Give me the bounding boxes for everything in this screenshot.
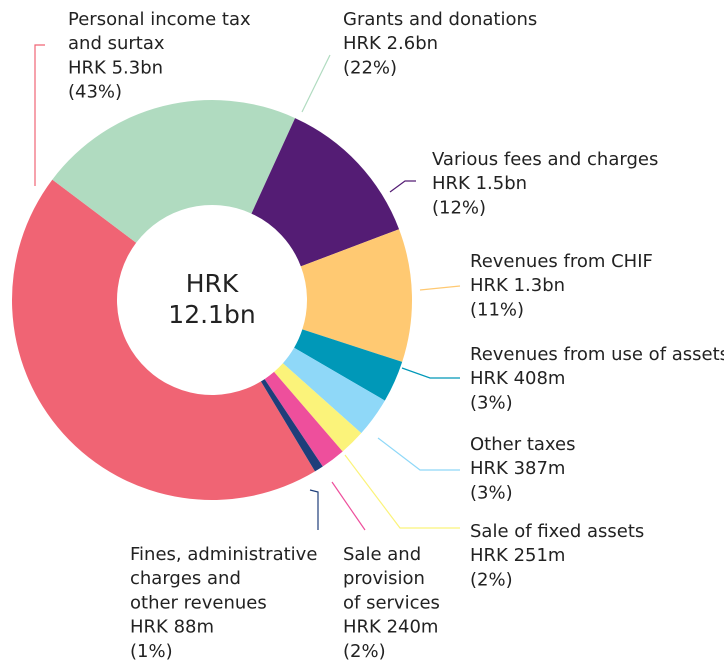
leader-line [419,285,461,291]
slice [294,329,403,401]
percent-label: (11%) [470,299,524,320]
leader-line [309,489,319,530]
percent-label: (1%) [130,641,173,662]
slice-label: Revenues from CHIF [470,251,653,272]
percent-label: (3%) [470,482,513,503]
slice [260,379,323,472]
leader-line [377,437,460,471]
slice [300,229,412,362]
slice-label: of services [343,592,440,613]
value-label: HRK 1.5bn [432,173,527,194]
leader-line [401,367,460,379]
center-label: HRK [186,269,239,298]
percent-label: (3%) [470,392,513,413]
value-label: HRK 88m [130,617,214,638]
percent-label: (2%) [470,569,513,590]
slice-label: other revenues [130,592,267,613]
value-label: HRK 240m [343,617,438,638]
slice-label: Sale and [343,544,421,565]
slice [52,100,296,243]
value-label: HRK 2.6bn [343,33,438,54]
slice [251,118,400,267]
slice-label: Other taxes [470,434,575,455]
slice [264,371,343,467]
value-label: HRK 387m [470,458,565,479]
leader-line [331,481,366,531]
slice-label: Personal income tax [68,9,251,30]
slice-label: provision [343,568,425,589]
percent-label: (12%) [432,197,486,218]
slice-label: Grants and donations [343,9,537,30]
slice-label: Fines, administrative [130,544,317,565]
leader-line [389,180,416,193]
value-label: HRK 5.3bn [68,57,163,78]
leader-line [34,44,45,186]
slice [274,363,362,452]
value-label: HRK 251m [470,545,565,566]
slice-label: and surtax [68,33,165,54]
slice-label: Various fees and charges [432,149,658,170]
percent-label: (43%) [68,82,122,103]
value-label: HRK 1.3bn [470,275,565,296]
value-label: HRK 408m [470,368,565,389]
percent-label: (22%) [343,57,397,78]
slice-label: Sale of fixed assets [470,521,644,542]
percent-label: (2%) [343,641,386,662]
slice [282,347,385,434]
slice-label: Revenues from use of assets [470,344,724,365]
center-value: 12.1bn [168,300,255,329]
leader-line [344,454,460,529]
slice-label: charges and [130,568,241,589]
leader-line [301,54,331,113]
slice [11,179,316,500]
